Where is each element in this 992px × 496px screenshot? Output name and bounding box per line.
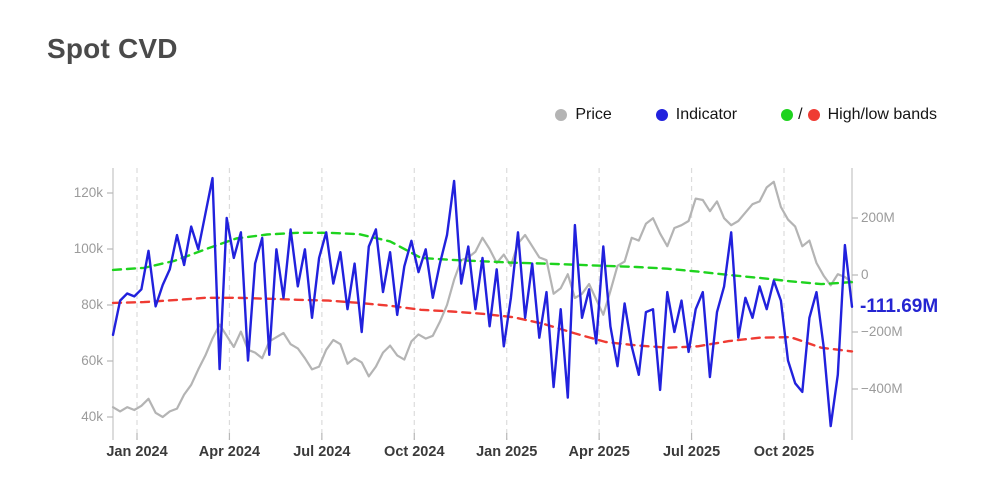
left-tick-label-0: 120k <box>73 185 103 200</box>
left-tick-label-1: 100k <box>73 241 103 256</box>
indicator-last-value-label: -111.69M <box>860 295 939 317</box>
band-separator: / <box>798 106 803 123</box>
x-tick-label-4: Jan 2025 <box>476 444 538 460</box>
low-band-swatch-icon <box>807 109 820 121</box>
x-tick-label-1: Apr 2024 <box>198 444 261 460</box>
legend-item-bands[interactable]: / High/low bands <box>781 106 937 124</box>
x-tick-label-7: Oct 2025 <box>753 444 815 460</box>
legend-item-indicator[interactable]: Indicator <box>655 106 738 124</box>
x-tick-label-2: Jul 2024 <box>293 444 351 460</box>
legend: Price Indicator / High/low bands <box>555 106 937 124</box>
legend-label-price: Price <box>575 106 612 123</box>
right-tick-label-1: 0 <box>861 267 869 282</box>
legend-label-bands: High/low bands <box>827 106 937 123</box>
legend-label-indicator: Indicator <box>675 106 738 123</box>
left-tick-label-2: 80k <box>81 297 103 312</box>
x-tick-label-5: Apr 2025 <box>568 444 630 460</box>
page-title: Spot CVD <box>47 33 178 64</box>
right-tick-label-3: −400M <box>861 381 903 396</box>
right-tick-label-2: −200M <box>861 324 903 339</box>
price-swatch-icon <box>555 109 568 121</box>
left-tick-label-3: 60k <box>81 353 103 368</box>
x-tick-label-3: Oct 2024 <box>384 444 445 460</box>
right-tick-label-0: 200M <box>861 210 895 225</box>
left-tick-label-4: 40k <box>81 409 103 424</box>
legend-item-price[interactable]: Price <box>555 106 612 124</box>
x-tick-label-0: Jan 2024 <box>106 444 168 460</box>
indicator-swatch-icon <box>655 109 668 121</box>
x-tick-label-6: Jul 2025 <box>662 444 721 460</box>
high-band-swatch-icon <box>781 109 794 121</box>
